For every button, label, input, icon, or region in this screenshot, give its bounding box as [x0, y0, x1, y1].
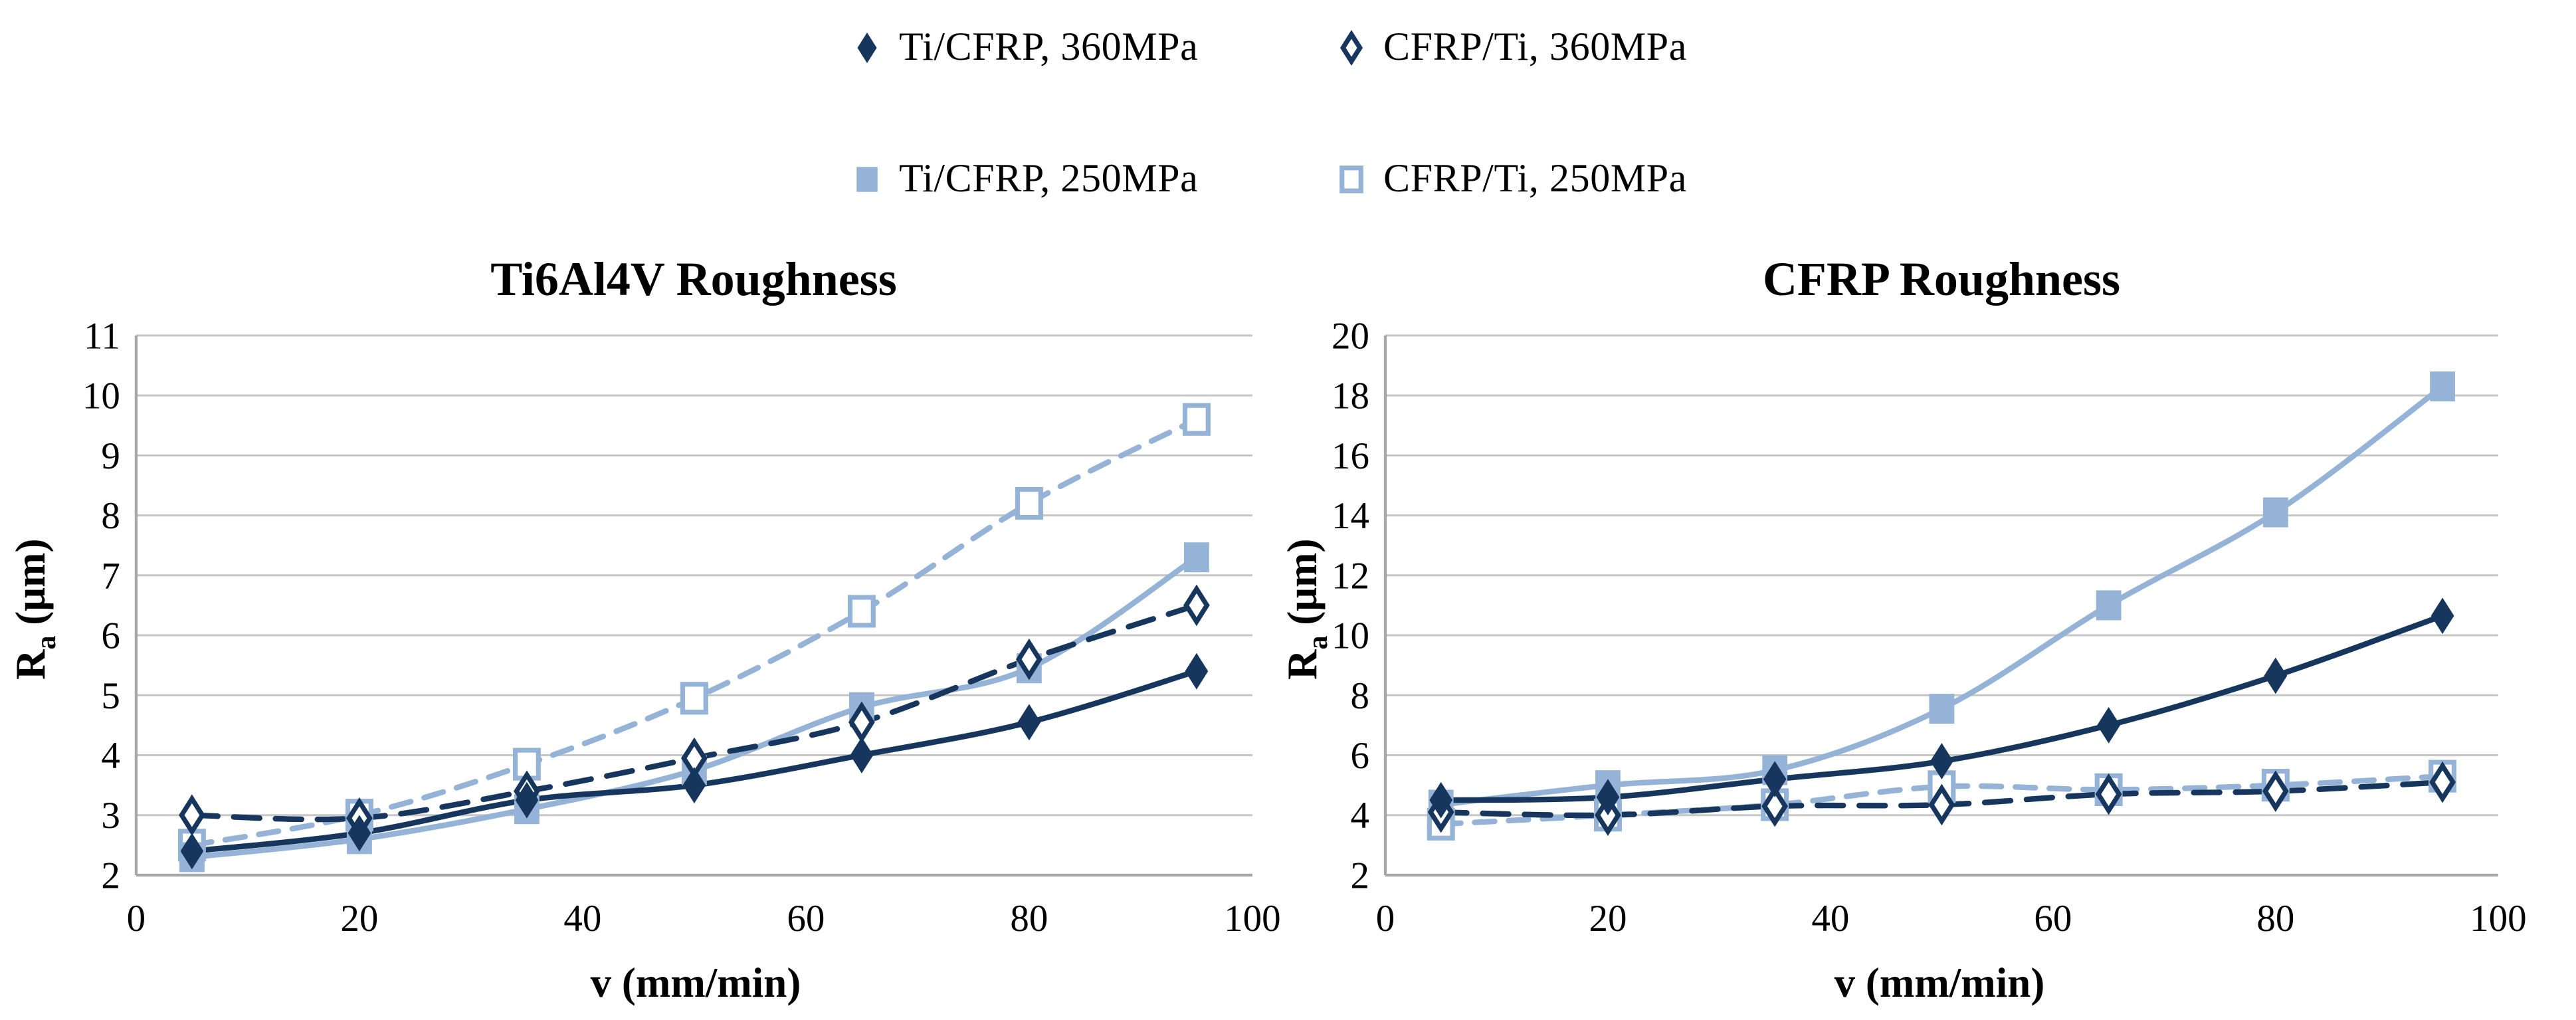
y-tick-label: 4 [101, 735, 120, 777]
diamond-filled-marker-icon [1185, 653, 1209, 690]
right-chart-title: CFRP Roughness [1762, 255, 2121, 307]
trendline-ti-cfrp-250mpa [1438, 383, 2446, 808]
x-tick-label: 0 [127, 898, 146, 940]
square-filled-marker-icon [2096, 590, 2122, 621]
square-open-marker-icon [1182, 403, 1211, 436]
diamond-filled-marker-icon [850, 737, 874, 773]
diamond-filled-marker-icon [1930, 743, 1953, 779]
x-tick-label: 80 [2256, 898, 2294, 940]
diamond-open-marker-icon [179, 794, 205, 837]
x-tick-label: 60 [787, 898, 825, 940]
diamond-open-marker-icon [1016, 638, 1042, 680]
ti6al4v-plot-area: 2 3 4 5 6 7 8 9 10 11 0 20 40 60 80 100 [82, 315, 1281, 940]
y-tick-label: 3 [101, 795, 120, 837]
y-tick-label: 6 [1350, 735, 1369, 777]
diamond-filled-marker-icon [1596, 779, 1620, 816]
y-tick-label: 6 [101, 615, 120, 657]
square-open-marker-icon [847, 595, 876, 628]
legend-item-ti-cfrp-360: Ti/CFRP, 360MPa [845, 22, 1198, 74]
y-tick-label: 12 [1332, 555, 1369, 597]
right-x-axis-title: v (mm/min) [1834, 959, 2045, 1007]
diamond-open-marker-icon [2429, 761, 2456, 803]
square-filled-marker-icon [1183, 542, 1209, 573]
y-tick-label: 2 [101, 855, 120, 896]
square-filled-marker-icon [856, 167, 878, 192]
y-tick-label: 14 [1332, 495, 1369, 537]
x-tick-label: 20 [340, 898, 378, 940]
open-diamond-icon [1339, 30, 1363, 66]
y-tick-label: 16 [1332, 435, 1369, 477]
diamond-open-marker-icon [1761, 785, 1789, 827]
legend-item-cfrp-ti-360: CFRP/Ti, 360MPa [1330, 22, 1687, 74]
legend-label: CFRP/Ti, 360MPa [1383, 25, 1688, 69]
cfrp-plot-area: 2 4 6 8 10 12 14 16 18 20 0 20 40 60 80 100 [1332, 315, 2527, 940]
y-tick-label: 10 [1332, 615, 1369, 657]
diamond-open-marker-icon [1339, 30, 1363, 66]
x-tick-label: 0 [1376, 898, 1395, 940]
y-tick-label: 2 [1350, 855, 1369, 896]
y-tick-label: 8 [1350, 675, 1369, 717]
diamond-filled-marker-icon [2264, 657, 2288, 694]
diamond-filled-marker-icon [1017, 704, 1041, 741]
y-tick-label: 18 [1332, 375, 1369, 417]
x-tick-label: 40 [1811, 898, 1849, 940]
y-tick-label: 20 [1332, 315, 1369, 357]
square-filled-marker-icon [1929, 694, 1955, 724]
y-tick-label: 7 [101, 555, 120, 597]
square-open-marker-icon [1339, 165, 1363, 193]
square-filled-marker-icon [2430, 371, 2455, 402]
legend-item-cfrp-ti-250: CFRP/Ti, 250MPa [1330, 153, 1687, 205]
diamond-filled-marker-icon [2430, 597, 2454, 635]
legend-label: CFRP/Ti, 250MPa [1383, 156, 1688, 201]
diamond-open-marker-icon [2262, 770, 2289, 812]
open-square-icon [1339, 165, 1363, 193]
filled-diamond-icon [857, 33, 877, 63]
left-x-axis-title: v (mm/min) [590, 959, 801, 1007]
legend-label: Ti/CFRP, 250MPa [899, 156, 1199, 201]
filled-square-icon [856, 167, 878, 192]
diamond-filled-marker-icon [857, 33, 877, 63]
x-tick-label: 60 [2034, 898, 2072, 940]
diamond-filled-marker-icon [682, 767, 706, 804]
diamond-filled-marker-icon [180, 833, 204, 870]
y-tick-label: 8 [101, 495, 120, 537]
diamond-filled-marker-icon [2097, 706, 2121, 744]
x-tick-label: 100 [1224, 898, 1280, 940]
diamond-open-marker-icon [1183, 584, 1210, 627]
y-tick-label: 10 [82, 375, 120, 417]
square-open-marker-icon [680, 682, 708, 715]
x-tick-label: 40 [563, 898, 601, 940]
y-tick-label: 5 [101, 675, 120, 717]
x-tick-label: 100 [2470, 898, 2526, 940]
x-tick-label: 20 [1589, 898, 1627, 940]
diamond-filled-marker-icon [515, 781, 539, 819]
diamond-filled-marker-icon [1429, 781, 1453, 819]
left-chart-title: Ti6Al4V Roughness [490, 255, 897, 307]
square-open-marker-icon [1015, 486, 1043, 520]
legend-label: Ti/CFRP, 360MPa [899, 25, 1199, 69]
x-tick-label: 80 [1010, 898, 1048, 940]
diamond-filled-marker-icon [1763, 761, 1787, 797]
diamond-open-marker-icon [1928, 783, 1955, 826]
y-tick-label: 9 [101, 435, 120, 477]
y-tick-label: 4 [1350, 795, 1369, 837]
legend-item-ti-cfrp-250: Ti/CFRP, 250MPa [845, 153, 1198, 205]
diamond-open-marker-icon [2095, 773, 2122, 815]
y-tick-label: 11 [84, 315, 120, 357]
diamond-filled-marker-icon [347, 815, 371, 852]
square-filled-marker-icon [2262, 497, 2288, 528]
